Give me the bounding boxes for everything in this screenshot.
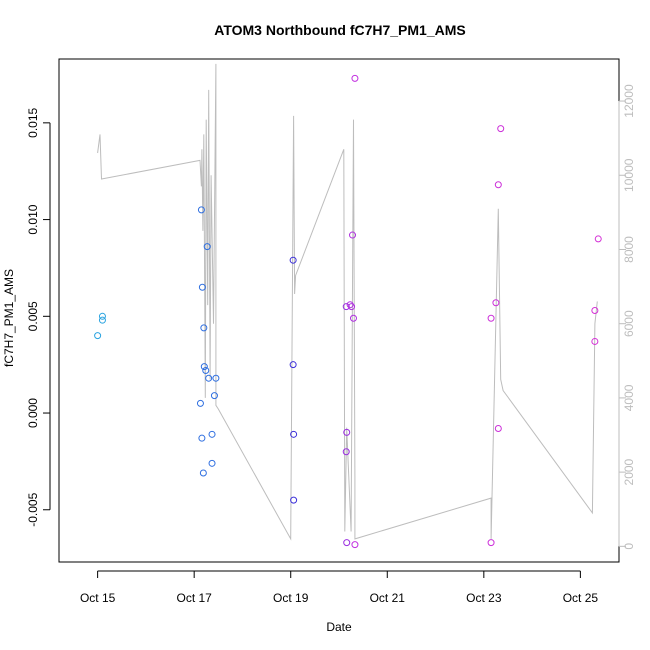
left-tick-label: 0.005 xyxy=(26,301,40,331)
left-tick-label: 0.010 xyxy=(26,204,40,234)
right-tick-label: 0 xyxy=(622,543,636,550)
data-point xyxy=(487,539,495,547)
data-point xyxy=(342,303,350,311)
data-point xyxy=(208,459,216,467)
data-point xyxy=(494,181,502,189)
data-point xyxy=(202,366,210,374)
x-tick-label: Oct 21 xyxy=(370,591,406,605)
x-tick-label: Oct 25 xyxy=(563,591,599,605)
left-tick-label: 0.015 xyxy=(26,108,40,138)
data-point xyxy=(290,496,298,504)
x-tick-label: Oct 15 xyxy=(80,591,116,605)
data-point xyxy=(205,374,213,382)
y-axis-label: fC7H7_PM1_AMS xyxy=(2,269,16,367)
right-tick-label: 4000 xyxy=(622,384,636,411)
data-point xyxy=(98,316,106,324)
left-tick-label: 0.000 xyxy=(26,398,40,428)
data-point xyxy=(208,430,216,438)
right-y-axis: 0 2000 4000 6000 8000 10000 12000 xyxy=(618,84,636,550)
data-point xyxy=(289,256,297,264)
data-point xyxy=(591,307,599,314)
data-point xyxy=(289,361,297,369)
data-point xyxy=(198,283,206,291)
data-point xyxy=(349,314,357,322)
altitude-line xyxy=(97,63,598,541)
data-point xyxy=(212,374,220,382)
data-point xyxy=(492,299,500,307)
data-point xyxy=(351,541,359,549)
data-point xyxy=(98,312,106,320)
data-point xyxy=(290,430,298,438)
data-point xyxy=(351,74,359,82)
chart-title: ATOM3 Northbound fC7H7_PM1_AMS xyxy=(214,22,466,38)
right-tick-label: 12000 xyxy=(622,84,636,118)
x-tick-label: Oct 19 xyxy=(273,591,309,605)
data-point xyxy=(196,399,204,407)
x-axis-label: Date xyxy=(326,620,352,634)
data-points xyxy=(94,74,602,549)
data-point xyxy=(343,539,351,547)
x-axis: Oct 15 Oct 17 Oct 19 Oct 21 Oct 23 Oct 25 xyxy=(80,570,599,605)
left-y-axis: -0.005 0.000 0.005 0.010 0.015 xyxy=(26,108,51,527)
left-tick-label: -0.005 xyxy=(26,492,40,526)
data-point xyxy=(197,206,205,214)
right-tick-label: 8000 xyxy=(622,236,636,263)
data-point xyxy=(200,363,208,371)
data-point xyxy=(198,434,206,442)
data-point xyxy=(210,392,218,400)
data-point xyxy=(494,425,502,433)
data-point xyxy=(342,448,350,456)
data-point xyxy=(591,337,599,345)
right-tick-label: 6000 xyxy=(622,310,636,337)
x-tick-label: Oct 23 xyxy=(466,591,502,605)
data-point xyxy=(348,303,356,311)
data-point xyxy=(200,324,208,332)
data-point xyxy=(199,469,207,477)
data-point xyxy=(343,428,351,436)
x-tick-label: Oct 17 xyxy=(176,591,212,605)
data-point xyxy=(594,235,602,243)
plot-area xyxy=(58,58,620,563)
data-point xyxy=(94,332,102,340)
data-point xyxy=(487,314,495,322)
altitude-series xyxy=(97,63,598,541)
data-point xyxy=(346,301,354,309)
right-tick-label: 10000 xyxy=(622,158,636,192)
right-tick-label: 2000 xyxy=(622,458,636,485)
data-point xyxy=(497,125,505,133)
data-point xyxy=(349,231,357,239)
data-point xyxy=(203,243,211,251)
